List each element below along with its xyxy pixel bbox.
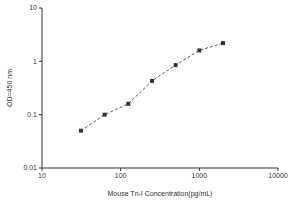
svg-text:Mouse Tn-I Concentration(pg/mL: Mouse Tn-I Concentration(pg/mL) bbox=[108, 190, 213, 198]
svg-text:1000: 1000 bbox=[192, 172, 208, 179]
svg-text:100: 100 bbox=[115, 172, 127, 179]
svg-text:OD=450 nm: OD=450 nm bbox=[8, 69, 13, 107]
svg-text:0.01: 0.01 bbox=[23, 164, 37, 171]
svg-text:10000: 10000 bbox=[268, 172, 288, 179]
svg-text:10: 10 bbox=[29, 4, 37, 11]
svg-text:0.1: 0.1 bbox=[27, 111, 37, 118]
svg-text:10: 10 bbox=[38, 172, 46, 179]
svg-text:1: 1 bbox=[33, 58, 37, 65]
